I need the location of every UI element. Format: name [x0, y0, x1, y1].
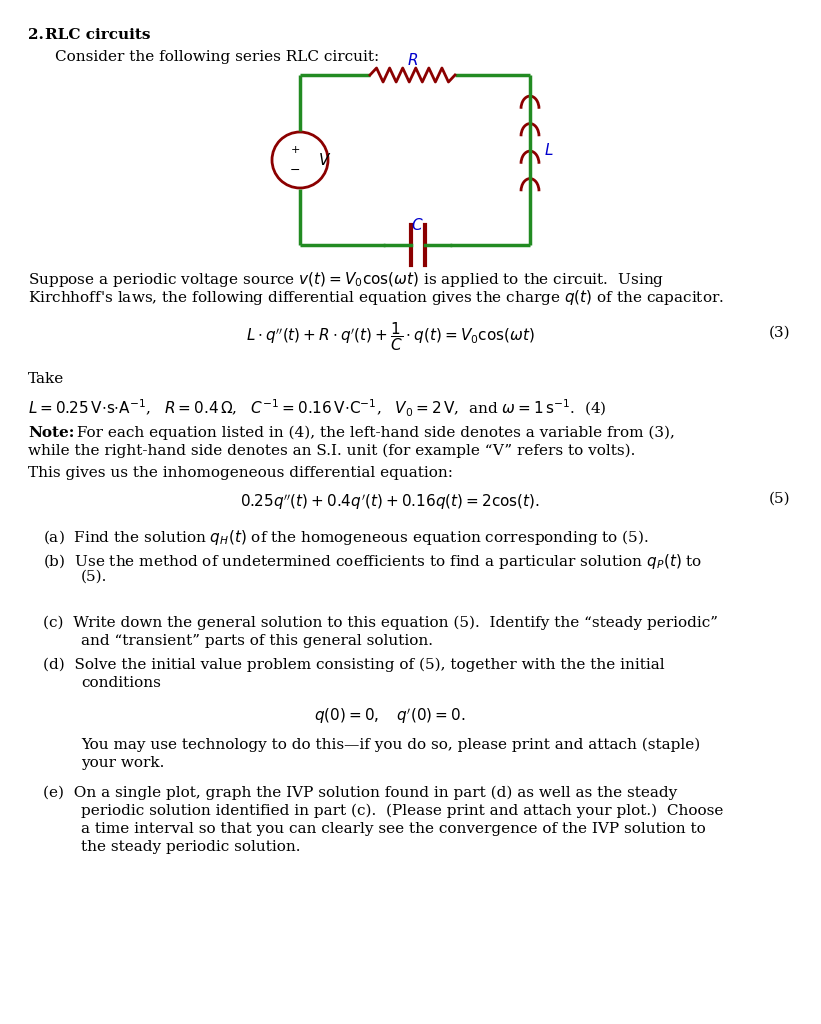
Text: For each equation listed in (4), the left-hand side denotes a variable from (3),: For each equation listed in (4), the lef… — [72, 426, 675, 440]
Text: You may use technology to do this—if you do so, please print and attach (staple): You may use technology to do this—if you… — [81, 738, 700, 753]
Text: (d)  Solve the initial value problem consisting of (5), together with the the in: (d) Solve the initial value problem cons… — [43, 658, 665, 673]
Text: while the right-hand side denotes an S.I. unit (for example “V” refers to volts): while the right-hand side denotes an S.I… — [28, 444, 635, 459]
Text: $R$: $R$ — [407, 52, 418, 68]
Text: conditions: conditions — [81, 676, 161, 690]
Text: $q(0) = 0, \quad q^{\prime}(0) = 0.$: $q(0) = 0, \quad q^{\prime}(0) = 0.$ — [314, 706, 466, 726]
Text: Suppose a periodic voltage source $v(t) = V_0\cos(\omega t)$ is applied to the c: Suppose a periodic voltage source $v(t) … — [28, 270, 664, 289]
Text: Consider the following series RLC circuit:: Consider the following series RLC circui… — [55, 50, 379, 63]
Text: Take: Take — [28, 372, 64, 386]
Text: (b)  Use the method of undetermined coefficients to find a particular solution $: (b) Use the method of undetermined coeff… — [43, 552, 702, 571]
Text: periodic solution identified in part (c).  (Please print and attach your plot.) : periodic solution identified in part (c)… — [81, 804, 723, 818]
Text: (5): (5) — [768, 492, 790, 506]
Text: (e)  On a single plot, graph the IVP solution found in part (d) as well as the s: (e) On a single plot, graph the IVP solu… — [43, 786, 677, 801]
Text: $L$: $L$ — [544, 142, 553, 158]
Text: $V$: $V$ — [318, 152, 332, 168]
Text: −: − — [290, 164, 300, 176]
Text: Kirchhoff's laws, the following differential equation gives the charge $q(t)$ of: Kirchhoff's laws, the following differen… — [28, 288, 724, 307]
Text: RLC circuits: RLC circuits — [45, 28, 150, 42]
Text: Note:: Note: — [28, 426, 75, 440]
Text: (a)  Find the solution $q_H(t)$ of the homogeneous equation corresponding to (5): (a) Find the solution $q_H(t)$ of the ho… — [43, 528, 649, 547]
Text: $0.25q^{\prime\prime}(t) + 0.4q^{\prime}(t) + 0.16q(t) = 2\cos(t).$: $0.25q^{\prime\prime}(t) + 0.4q^{\prime}… — [240, 492, 540, 512]
Text: +: + — [291, 145, 300, 155]
Text: This gives us the inhomogeneous differential equation:: This gives us the inhomogeneous differen… — [28, 466, 453, 480]
Text: (3): (3) — [768, 326, 790, 340]
Text: and “transient” parts of this general solution.: and “transient” parts of this general so… — [81, 634, 433, 648]
Text: your work.: your work. — [81, 756, 164, 770]
Text: $L = 0.25\,\mathrm{V{\cdot}s{\cdot}A^{-1}}$,  $\;R = 0.4\,\Omega$,  $\;C^{-1} = : $L = 0.25\,\mathrm{V{\cdot}s{\cdot}A^{-1… — [28, 398, 607, 419]
Text: a time interval so that you can clearly see the convergence of the IVP solution : a time interval so that you can clearly … — [81, 822, 706, 836]
Text: $L \cdot q^{\prime\prime}(t) + R \cdot q^{\prime}(t) + \dfrac{1}{C} \cdot q(t) =: $L \cdot q^{\prime\prime}(t) + R \cdot q… — [245, 319, 534, 353]
Text: (c)  Write down the general solution to this equation (5).  Identify the “steady: (c) Write down the general solution to t… — [43, 616, 718, 631]
Text: $C$: $C$ — [411, 217, 424, 233]
Text: the steady periodic solution.: the steady periodic solution. — [81, 840, 300, 854]
Text: 2.: 2. — [28, 28, 44, 42]
Text: (5).: (5). — [81, 570, 108, 584]
